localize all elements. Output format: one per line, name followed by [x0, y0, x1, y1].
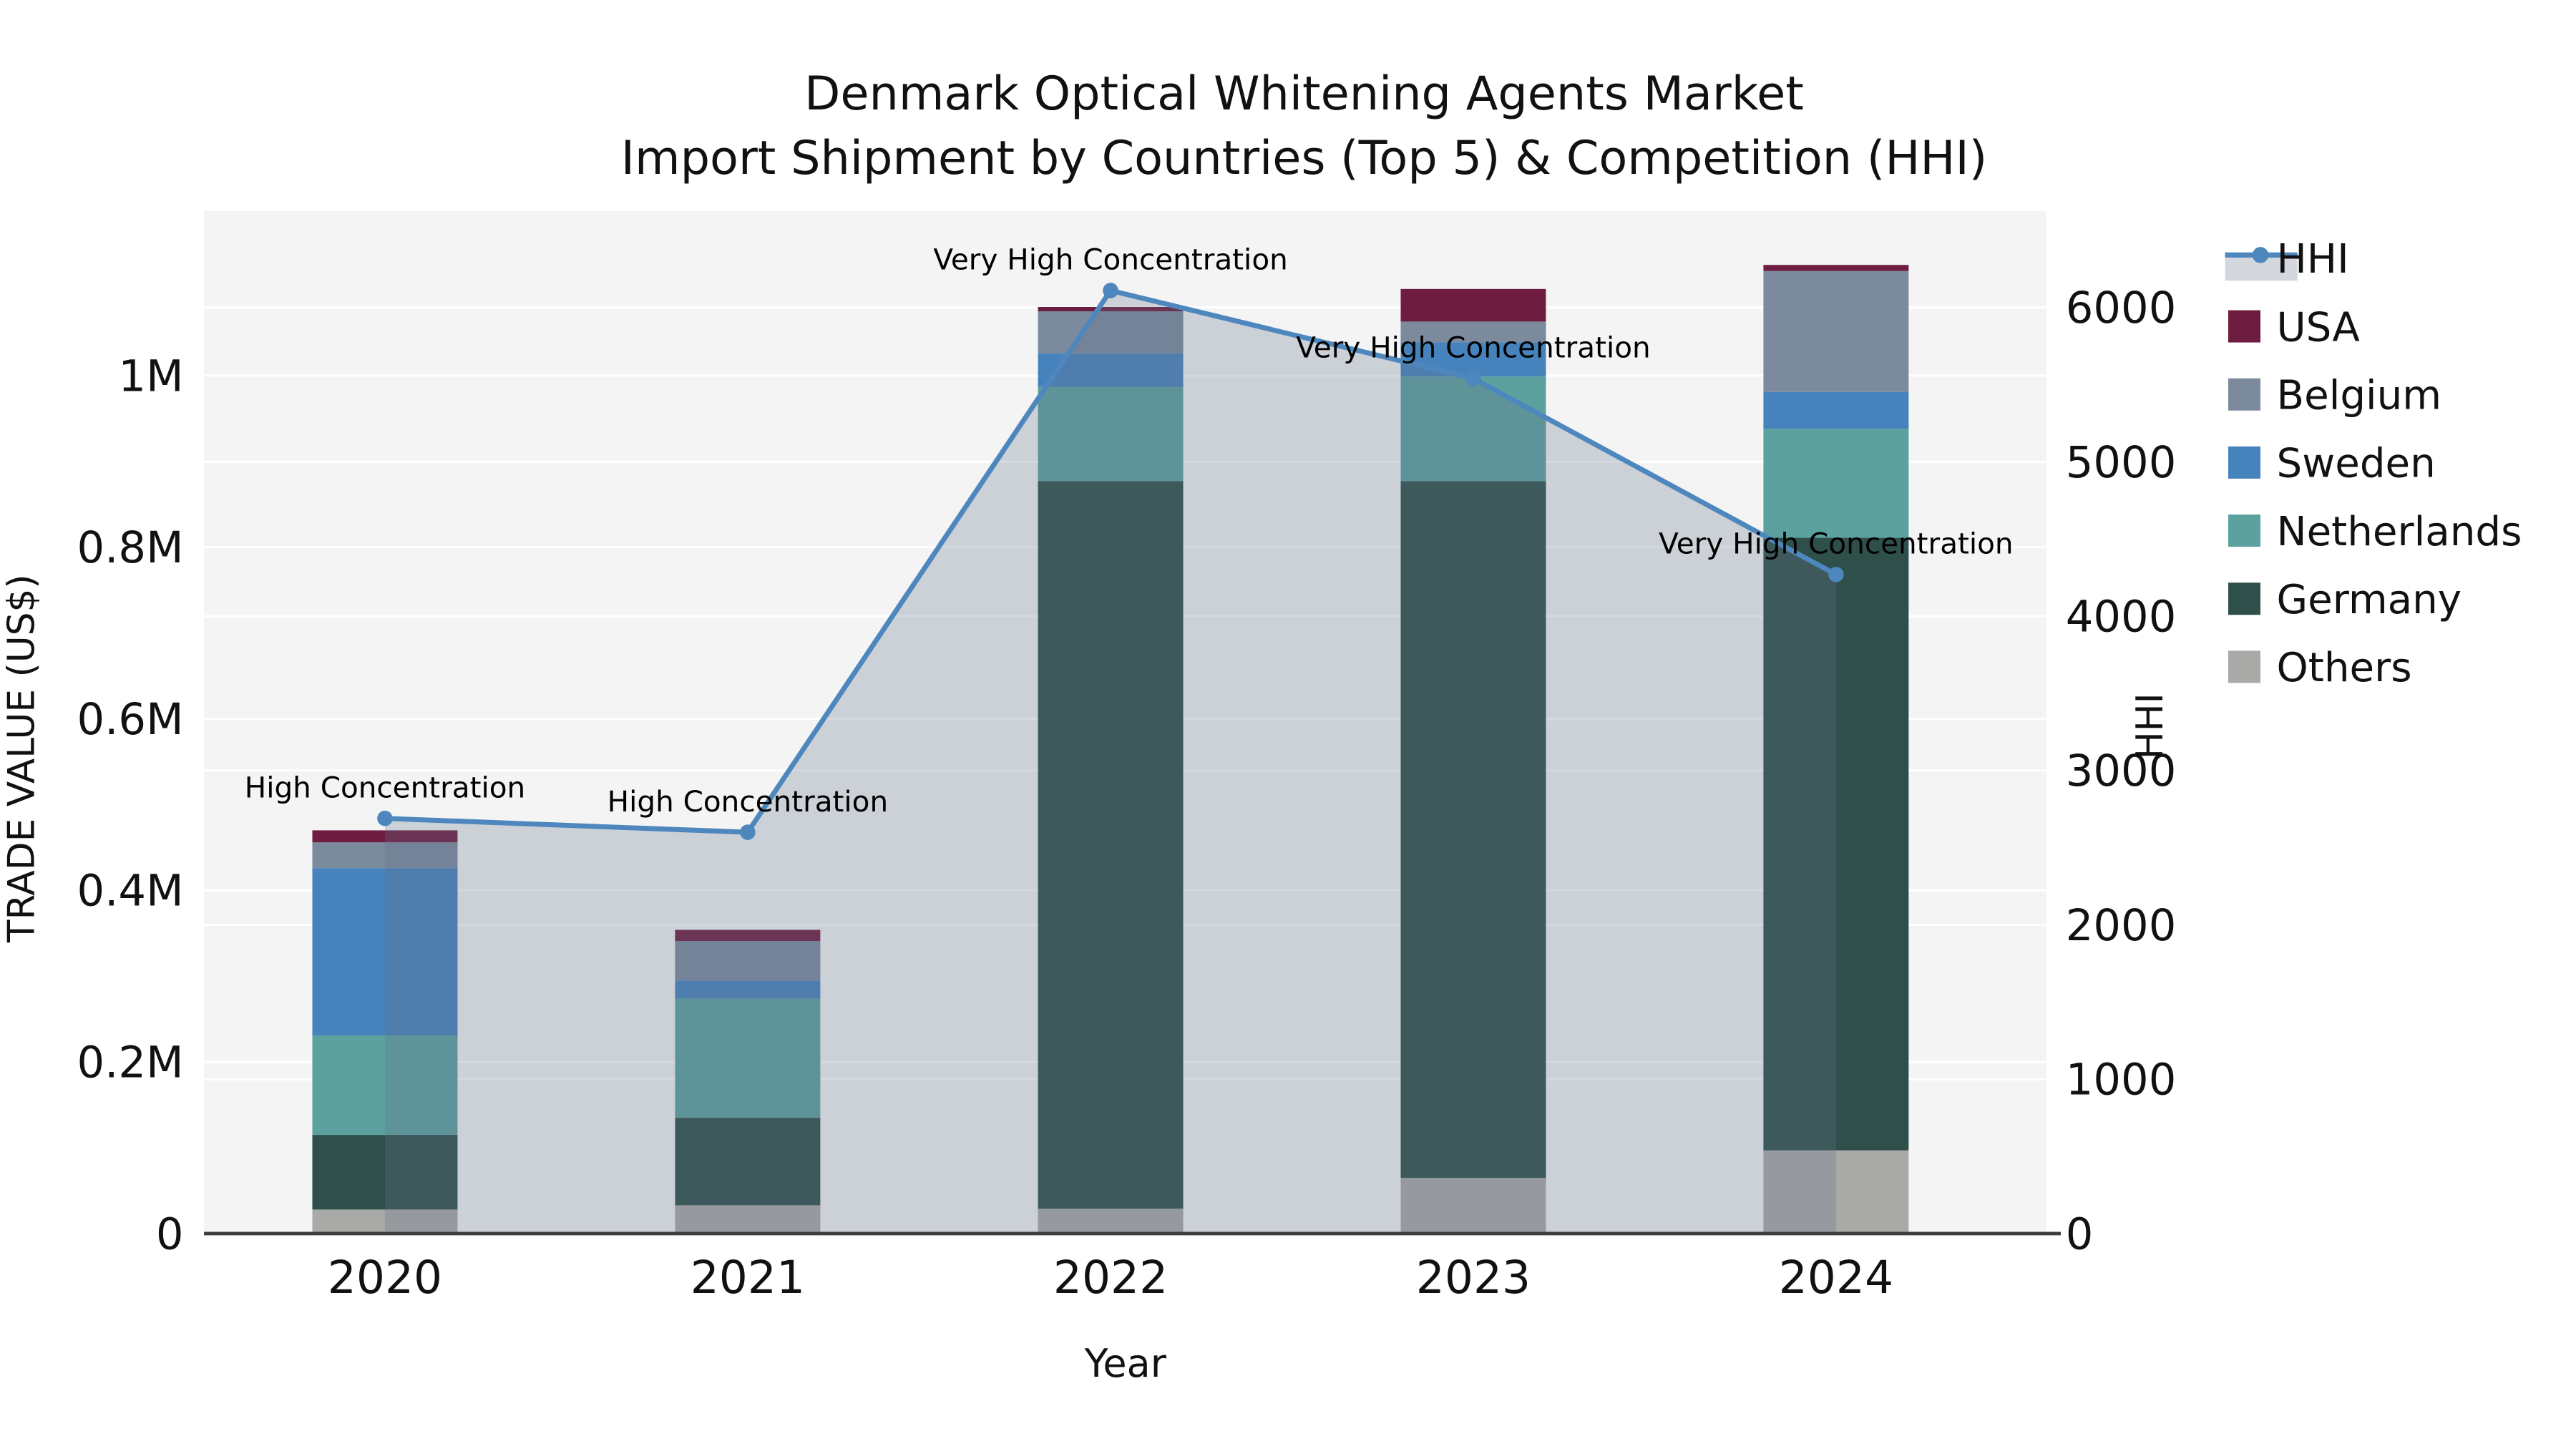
x-tick-label-2022: 2022 — [1053, 1252, 1168, 1304]
bar-segment-germany-2022 — [1038, 481, 1184, 1209]
bar-segment-sweden-2020 — [312, 868, 458, 1035]
y-right-tick-label: 5000 — [2066, 438, 2177, 488]
bar-segment-netherlands-2024 — [1763, 429, 1909, 538]
legend-swatch-usa — [2228, 310, 2260, 343]
annotation-2023: Very High Concentration — [1296, 331, 1650, 365]
x-tick-label-2021: 2021 — [691, 1252, 805, 1304]
bars-group — [312, 265, 1909, 1234]
y-right-tick-label: 0 — [2066, 1209, 2094, 1259]
y-left-tick-label: 0 — [156, 1209, 184, 1259]
y-right-tick-label: 6000 — [2066, 283, 2177, 333]
y-left-tick-label: 0.6M — [77, 695, 183, 745]
bar-segment-germany-2023 — [1400, 481, 1546, 1179]
bar-segment-netherlands-2023 — [1400, 376, 1546, 482]
legend-label-germany: Germany — [2277, 577, 2462, 623]
bar-segment-others-2022 — [1038, 1209, 1184, 1234]
bar-segment-germany-2020 — [312, 1135, 458, 1210]
y-left-tick-label: 0.4M — [77, 867, 183, 917]
annotation-2022: Very High Concentration — [933, 243, 1287, 277]
annotation-2021: High Concentration — [608, 784, 888, 819]
legend-item-others: Others — [2228, 645, 2412, 691]
legend-swatch-sweden — [2228, 446, 2260, 479]
legend-label-usa: USA — [2277, 304, 2361, 351]
hhi-area-fill — [384, 290, 1836, 1234]
bar-segment-usa-2022 — [1038, 307, 1184, 311]
hhi-point-2023 — [1465, 371, 1481, 386]
hhi-point-2022 — [1103, 283, 1118, 298]
y-left-tick-label: 1M — [118, 351, 183, 401]
x-tick-label-2023: 2023 — [1416, 1252, 1531, 1304]
hhi-point-2020 — [377, 810, 393, 826]
annotation-2020: High Concentration — [245, 770, 525, 804]
legend-item-belgium: Belgium — [2228, 373, 2441, 419]
legend-item-sweden: Sweden — [2228, 441, 2436, 487]
legend-label-sweden: Sweden — [2277, 441, 2436, 487]
bar-segment-netherlands-2022 — [1038, 386, 1184, 482]
legend-swatch-germany — [2228, 582, 2260, 615]
bar-segment-netherlands-2021 — [675, 998, 821, 1118]
legend-swatch-belgium — [2228, 378, 2260, 411]
y-left-tick-label: 0.2M — [77, 1038, 183, 1088]
legend-item-hhi: HHI — [2225, 236, 2349, 283]
bar-segment-netherlands-2020 — [312, 1035, 458, 1136]
bar-segment-usa-2020 — [312, 830, 458, 843]
bar-segment-germany-2024 — [1763, 537, 1909, 1151]
bar-segment-usa-2024 — [1763, 265, 1909, 271]
bar-segment-usa-2023 — [1400, 288, 1546, 322]
bar-segment-belgium-2022 — [1038, 311, 1184, 353]
legend-label-hhi: HHI — [2277, 236, 2349, 283]
x-tick-label-2020: 2020 — [328, 1252, 442, 1304]
y-right-tick-label: 1000 — [2066, 1055, 2177, 1106]
legend-swatch-others — [2228, 650, 2260, 683]
bar-segment-others-2020 — [312, 1209, 458, 1234]
hhi-point-2021 — [740, 824, 756, 840]
bar-segment-belgium-2024 — [1763, 270, 1909, 392]
y-left-tick-label: 0.8M — [77, 523, 183, 573]
bar-segment-usa-2021 — [675, 930, 821, 942]
bar-segment-belgium-2021 — [675, 941, 821, 981]
legend-item-germany: Germany — [2228, 577, 2462, 623]
bar-segment-sweden-2021 — [675, 980, 821, 999]
legend-hhi-marker-swatch — [2252, 247, 2269, 263]
legend-swatch-netherlands — [2228, 514, 2260, 547]
legend-item-netherlands: Netherlands — [2228, 509, 2522, 555]
bar-segment-sweden-2024 — [1763, 391, 1909, 429]
chart-title-line2: Import Shipment by Countries (Top 5) & C… — [620, 130, 1988, 185]
bar-segment-others-2021 — [675, 1205, 821, 1234]
x-axis-title: Year — [1084, 1341, 1166, 1387]
y-right-tick-label: 2000 — [2066, 901, 2177, 951]
bar-segment-belgium-2023 — [1400, 321, 1546, 343]
legend-label-netherlands: Netherlands — [2277, 509, 2522, 555]
legend-item-usa: USA — [2228, 304, 2360, 351]
y-right-tick-label: 4000 — [2066, 592, 2177, 642]
bar-segment-others-2024 — [1763, 1150, 1909, 1234]
bar-segment-belgium-2020 — [312, 842, 458, 869]
chart-title-line1: Denmark Optical Whitening Agents Market — [804, 66, 1804, 121]
legend-label-belgium: Belgium — [2277, 373, 2442, 419]
bar-segment-germany-2021 — [675, 1118, 821, 1206]
y-right-tick-label: 3000 — [2066, 746, 2177, 796]
legend-label-others: Others — [2277, 645, 2412, 691]
x-tick-label-2024: 2024 — [1779, 1252, 1893, 1304]
hhi-point-2024 — [1828, 567, 1844, 582]
annotation-2024: Very High Concentration — [1659, 527, 2013, 561]
bar-segment-others-2023 — [1400, 1178, 1546, 1234]
